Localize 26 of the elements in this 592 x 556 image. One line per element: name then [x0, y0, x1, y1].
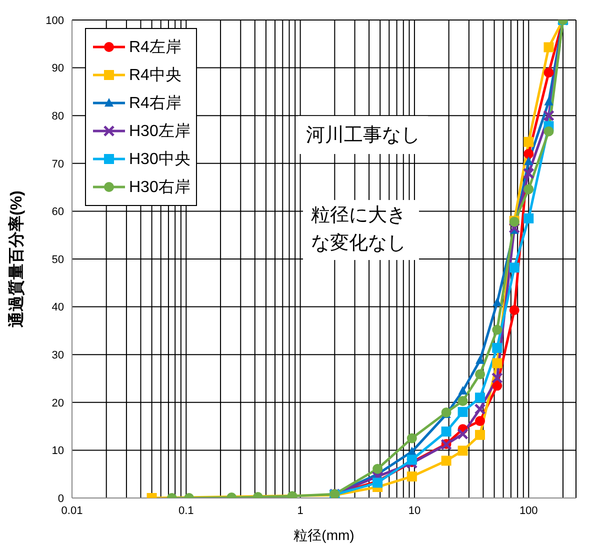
y-tick-label: 0: [58, 492, 64, 505]
legend-label: R4右岸: [129, 94, 182, 114]
y-tick-label: 60: [52, 206, 64, 218]
annotation: 粒径に大きな変化なし: [303, 200, 419, 260]
x-axis-title: 粒径(mm): [294, 527, 354, 543]
y-tick-label: 80: [52, 110, 64, 123]
y-tick-label: 50: [52, 254, 64, 266]
y-tick-label: 90: [52, 62, 64, 75]
y-tick-label: 10: [52, 445, 64, 458]
x-tick-label: 100: [519, 504, 538, 517]
y-tick-label: 100: [46, 14, 64, 27]
y-tick-label: 40: [52, 302, 64, 314]
legend-label: H30右岸: [129, 178, 190, 198]
x-tick-label: 0.01: [61, 504, 83, 517]
x-tick-label: 0.1: [178, 504, 194, 517]
y-tick-label: 70: [52, 158, 64, 170]
legend-label: R4左岸: [129, 38, 182, 58]
x-tick-label: 10: [408, 504, 421, 517]
annotation: 河川工事なし: [298, 116, 428, 154]
legend-label: R4中央: [129, 66, 182, 86]
y-axis-title: 通過質量百分率(%): [6, 190, 26, 328]
legend-label: H30左岸: [129, 122, 190, 142]
x-tick-label: 1: [297, 504, 304, 517]
y-tick-label: 30: [52, 350, 64, 362]
legend-label: H30中央: [129, 150, 190, 170]
y-tick-label: 20: [52, 397, 64, 410]
